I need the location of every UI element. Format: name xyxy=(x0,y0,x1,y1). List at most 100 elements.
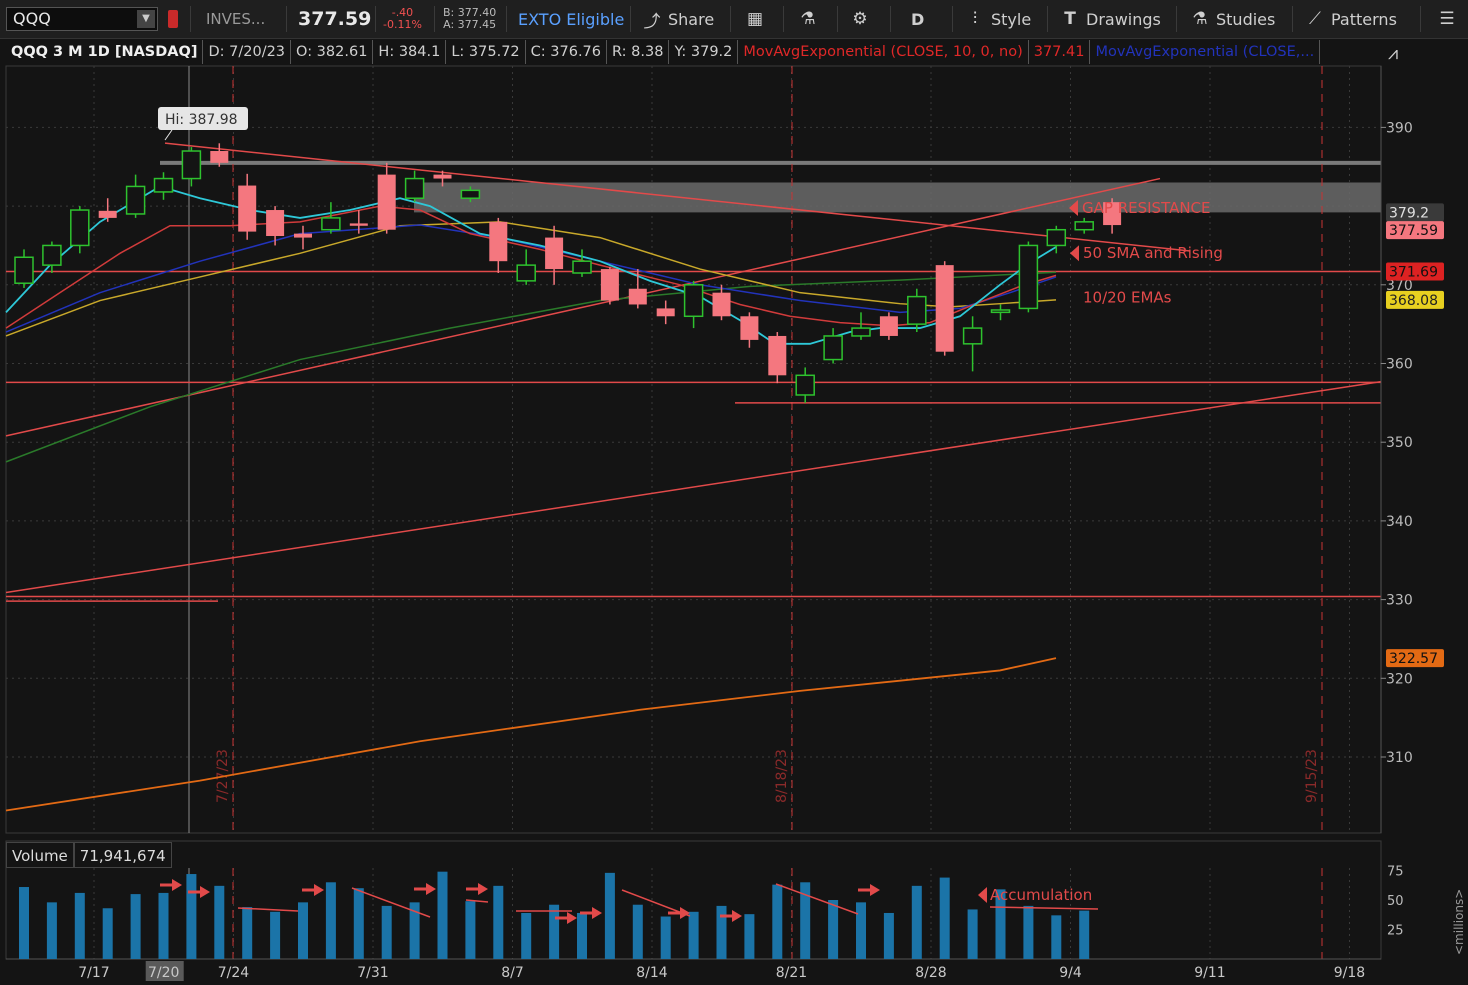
date-highlight-box xyxy=(145,961,184,981)
volume-bar xyxy=(856,902,866,959)
gap-resistance-zone xyxy=(414,182,1381,213)
chevron-down-icon[interactable]: ▼ xyxy=(137,10,155,28)
volume-trend-line xyxy=(465,899,489,903)
candle-body-up xyxy=(404,177,425,199)
volume-bar xyxy=(19,887,29,959)
flask-button[interactable]: ⚗ xyxy=(798,0,824,38)
price-tick-label: 330 xyxy=(1386,593,1413,609)
toolbar: QQQ ▼ INVES... 377.59 -.40 -0.11% B: 377.… xyxy=(0,0,1468,39)
price-label-box xyxy=(1386,262,1444,281)
volume-bar xyxy=(130,894,141,959)
share-label: Share xyxy=(668,9,715,29)
ask: A: 377.45 xyxy=(443,18,497,31)
gear-button[interactable]: ⚙ xyxy=(850,0,876,38)
chart-settings-button[interactable]: ▦ xyxy=(745,0,771,38)
alert-icon[interactable] xyxy=(168,0,178,38)
style-menu[interactable]: ⫶ Style xyxy=(965,0,1031,38)
candle-body-up xyxy=(683,284,704,318)
price-tick-label: 390 xyxy=(1386,120,1413,136)
share-button[interactable]: ⤴ Share xyxy=(642,0,715,38)
volume-arrow-head xyxy=(478,883,488,895)
volume-bar xyxy=(325,882,336,959)
high-label-text: Hi: 387.98 xyxy=(165,112,238,128)
volume-bar xyxy=(158,892,169,959)
candle-body-up xyxy=(153,177,174,193)
menu-button[interactable]: ☰ xyxy=(1437,0,1463,38)
date-tick-label: 7/17 xyxy=(78,965,109,981)
symbol-input[interactable]: QQQ ▼ xyxy=(6,7,158,31)
candle-body-down xyxy=(656,308,675,317)
patterns-icon: ⟋ xyxy=(1309,9,1321,29)
price-tick-label: 320 xyxy=(1386,671,1413,687)
sma-yellow-line xyxy=(5,221,1057,337)
bid-ask-block: B: 377.40 A: 377.45 xyxy=(443,0,496,38)
net-change: -.40 xyxy=(391,6,414,19)
exto-eligible-link[interactable]: EXTO Eligible xyxy=(518,9,625,29)
volume-bar xyxy=(102,908,113,959)
volume-tick-label: 25 xyxy=(1387,924,1404,939)
volume-bar xyxy=(716,905,727,959)
volume-bar xyxy=(939,877,950,959)
candle-body-up xyxy=(460,189,481,199)
date-tick-label: 8/14 xyxy=(636,965,668,981)
chart-layout-icon: ▦ xyxy=(746,9,764,29)
price-tick-label: 370 xyxy=(1386,278,1413,294)
chart-expand-icon[interactable]: ⩘ xyxy=(1388,42,1399,64)
candle-body-up xyxy=(1074,221,1094,231)
candle-body-up xyxy=(14,256,34,284)
candle-body-up xyxy=(1018,244,1039,310)
candle-body-down xyxy=(545,237,564,270)
volume-bar xyxy=(1051,915,1062,959)
candle-body-up xyxy=(70,209,90,247)
candle-body-up xyxy=(516,264,536,282)
volume-arrow-head xyxy=(592,907,602,919)
high-label-box xyxy=(158,107,248,130)
volume-bar xyxy=(995,889,1006,959)
patterns-menu[interactable]: ⟋ Patterns xyxy=(1305,0,1397,38)
volume-bar xyxy=(46,902,57,959)
volume-arrow-head xyxy=(680,907,690,919)
price-label-text: 379.2 xyxy=(1389,205,1429,221)
accumulation-label: Accumulation xyxy=(990,886,1092,904)
sma50-green-line xyxy=(5,271,1057,463)
bid: B: 377.40 xyxy=(443,6,497,19)
last-price: 377.59 xyxy=(298,8,372,30)
candle-body-down xyxy=(712,292,731,317)
volume-bar xyxy=(521,912,532,959)
sma-rising-label-marker xyxy=(1070,245,1079,262)
candle-body-down xyxy=(768,335,787,376)
symbol-text: QQQ xyxy=(13,9,51,28)
info-date: D: 7/20/23 xyxy=(203,40,292,64)
date-tick-label: 8/21 xyxy=(776,965,807,981)
volume-arrow-head xyxy=(314,884,324,896)
date-tick-label: 8/28 xyxy=(915,965,946,981)
sma-rising-label: 50 SMA and Rising xyxy=(1083,244,1223,262)
price-label-text: 322.57 xyxy=(1389,651,1438,667)
study2-label[interactable]: MovAvgExponential (CLOSE,... xyxy=(1090,40,1321,64)
study1-value: 377.41 xyxy=(1029,40,1091,64)
candle-body-down xyxy=(740,316,759,340)
volume-bar xyxy=(381,905,392,959)
candle-body-up xyxy=(851,327,871,337)
candle-body-down xyxy=(628,288,647,305)
rising-trendline xyxy=(5,177,1161,437)
candle-body-down xyxy=(879,316,898,336)
volume-bar xyxy=(604,872,615,959)
aggregation-button[interactable]: D xyxy=(911,9,925,29)
volume-bar xyxy=(883,912,894,959)
volume-bar xyxy=(967,909,978,959)
patterns-label: Patterns xyxy=(1331,9,1397,29)
drawings-menu[interactable]: T Drawings xyxy=(1060,0,1161,38)
volume-bar xyxy=(353,888,364,959)
volume-arrow-head xyxy=(732,910,742,922)
price-pane xyxy=(5,65,1382,834)
ema-blue-line xyxy=(5,224,1057,333)
volume-arrow-head xyxy=(426,883,436,895)
study1-label[interactable]: MovAvgExponential (CLOSE, 10, 0, no) xyxy=(738,40,1029,64)
studies-menu[interactable]: ⚗ Studies xyxy=(1190,0,1275,38)
candle-body-up xyxy=(823,335,843,361)
candle-body-up xyxy=(907,295,927,325)
volume-bar xyxy=(1023,905,1034,959)
price-tick-label: 310 xyxy=(1386,750,1413,766)
